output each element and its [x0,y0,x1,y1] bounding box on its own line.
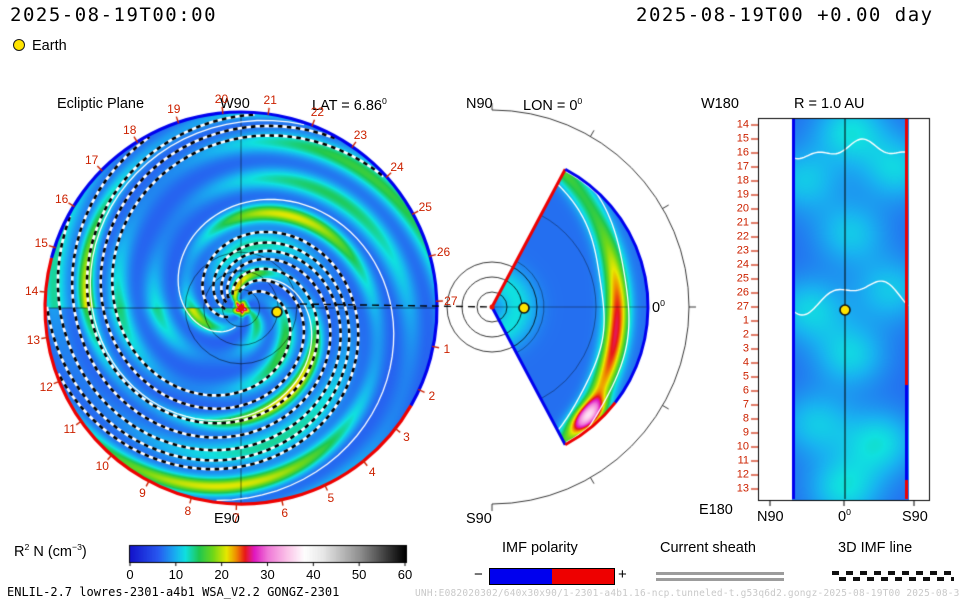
timestamp-right: 2025-08-19T00 +0.00 day [636,4,934,26]
imf-plus-label: + [618,566,627,583]
imf-line-title: 3D IMF line [838,540,913,556]
earth-legend-label: Earth [32,38,67,54]
radial-w180-label: W180 [701,96,739,112]
model-info: ENLIL-2.7 lowres-2301-a4b1 WSA_V2.2 GONG… [7,585,340,599]
ecliptic-w90-label: W90 [220,96,250,112]
imf-line-dash-row-2 [832,577,954,581]
imf-polarity-title: IMF polarity [502,540,578,556]
imf-polarity-bar [489,568,615,585]
ecliptic-title: Ecliptic Plane [57,96,145,112]
ecliptic-e90-label: E90 [214,511,240,527]
imf-minus-label: − [474,566,483,583]
radial-n90-label: N90 [757,509,784,525]
current-sheath-title: Current sheath [660,540,756,556]
current-sheath-line-1 [656,572,784,575]
meridional-s90-label: S90 [466,511,492,527]
radial-s90-label: S90 [902,509,928,525]
current-sheath-line-2 [656,578,784,581]
colorbar-label: R2 N (cm−3) [14,542,87,560]
timestamp-left: 2025-08-19T00:00 [10,4,218,26]
meridional-n90-label: N90 [466,96,493,112]
watermark: UNH:E082020302/640x30x90/1-2301-a4b1.16-… [415,588,960,599]
imf-pos-swatch [552,569,614,584]
radial-zero-label: 00 [838,507,851,525]
ecliptic-lat-label: LAT = 6.860 [312,96,387,114]
radial-title: R = 1.0 AU [794,96,865,112]
earth-legend-icon [13,39,25,51]
meridional-zero-label: 00 [652,298,665,316]
radial-e180-label: E180 [699,502,733,518]
imf-neg-swatch [490,569,552,584]
imf-line-dash-row-1 [832,571,954,575]
meridional-lon-label: LON = 00 [523,96,583,114]
